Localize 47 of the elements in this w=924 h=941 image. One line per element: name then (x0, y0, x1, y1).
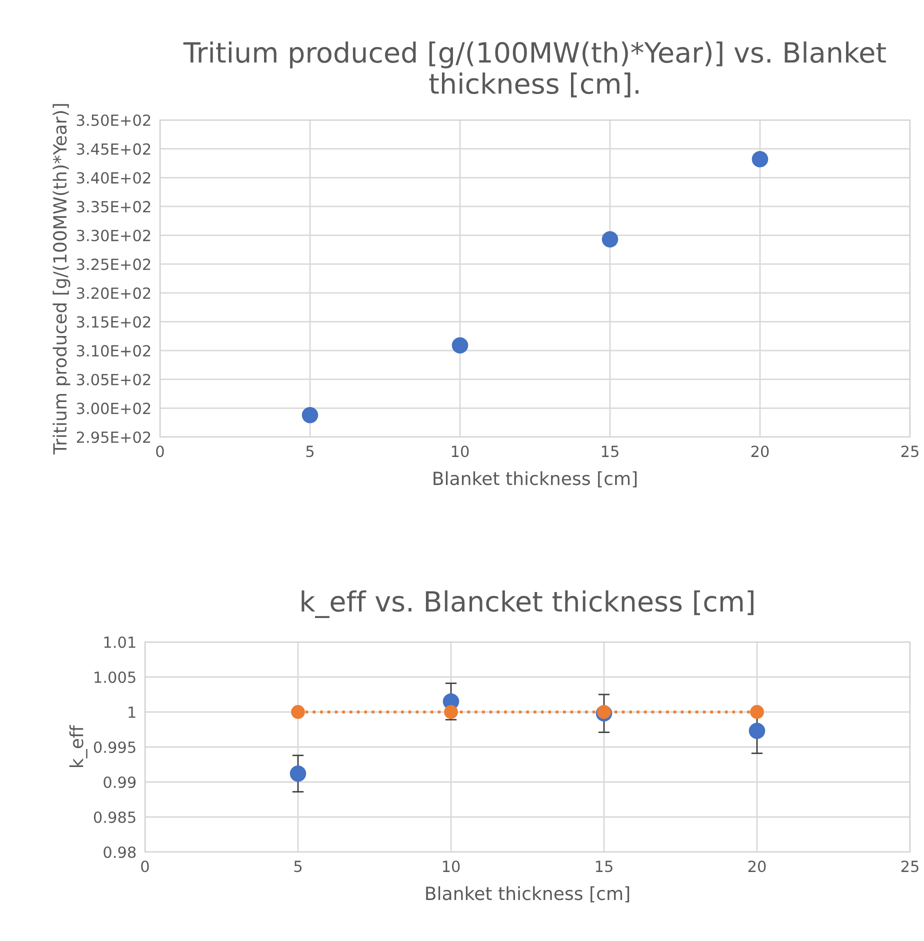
y-tick-label: 1.01 (104, 636, 136, 648)
y-tick-label: 3.20E+02 (76, 287, 150, 299)
y-tick-label: 2.95E+02 (76, 431, 150, 444)
x-tick-label: 15 (596, 860, 612, 872)
x-tick-label: 25 (901, 446, 918, 458)
x-tick-label: 10 (452, 446, 469, 458)
y-tick-label: 0.985 (94, 811, 136, 824)
x-axis-title: Blanket thickness [cm] (426, 886, 630, 902)
y-tick-label: 3.00E+02 (76, 402, 150, 414)
x-tick-label: 25 (901, 860, 918, 872)
y-tick-label: 3.05E+02 (76, 374, 150, 386)
x-tick-label: 0 (141, 860, 149, 872)
point (752, 151, 768, 168)
y-axis-title: Tritium produced [g/(100MW(th)*Year)] (52, 104, 70, 454)
point (602, 231, 618, 248)
x-tick-label: 20 (748, 860, 766, 872)
y-tick-label: 3.40E+02 (76, 172, 150, 184)
y-tick-label: 3.45E+02 (76, 143, 150, 155)
point (452, 337, 468, 354)
x-tick-label: 20 (751, 446, 769, 458)
y-tick-label: 1.005 (94, 671, 136, 684)
y-tick-label: 3.10E+02 (76, 345, 150, 357)
y-tick-label: 3.30E+02 (76, 230, 150, 242)
y-tick-label: 3.35E+02 (76, 200, 150, 212)
point (748, 722, 766, 740)
chart-title: k_eff vs. Blancket thickness [cm] (302, 590, 754, 618)
x-tick-label: 0 (156, 446, 164, 458)
point (290, 765, 306, 782)
point (444, 705, 458, 719)
y-tick-label: 0.98 (104, 846, 136, 858)
x-tick-label: 5 (306, 446, 314, 458)
y-tick-label: 1 (128, 706, 136, 718)
point (750, 705, 764, 719)
y-tick-label: 3.15E+02 (76, 316, 150, 328)
y-tick-label: 0.99 (104, 776, 136, 788)
point (597, 705, 611, 719)
x-tick-label: 15 (602, 446, 618, 458)
x-axis-title: Blanket thickness [cm] (434, 471, 637, 488)
y-tick-label: 3.50E+02 (76, 114, 150, 126)
x-tick-label: 5 (294, 860, 302, 872)
x-tick-label: 10 (442, 860, 460, 872)
y-axis-title: k_eff (69, 725, 88, 768)
point (302, 406, 318, 424)
y-tick-label: 3.25E+02 (76, 258, 150, 270)
point (291, 705, 305, 719)
chart-title: Tritium produced [g/(100MW(th)*Year)] vs. Blanket thickness [cm]. (183, 41, 886, 98)
y-tick-label: 0.995 (94, 741, 136, 754)
